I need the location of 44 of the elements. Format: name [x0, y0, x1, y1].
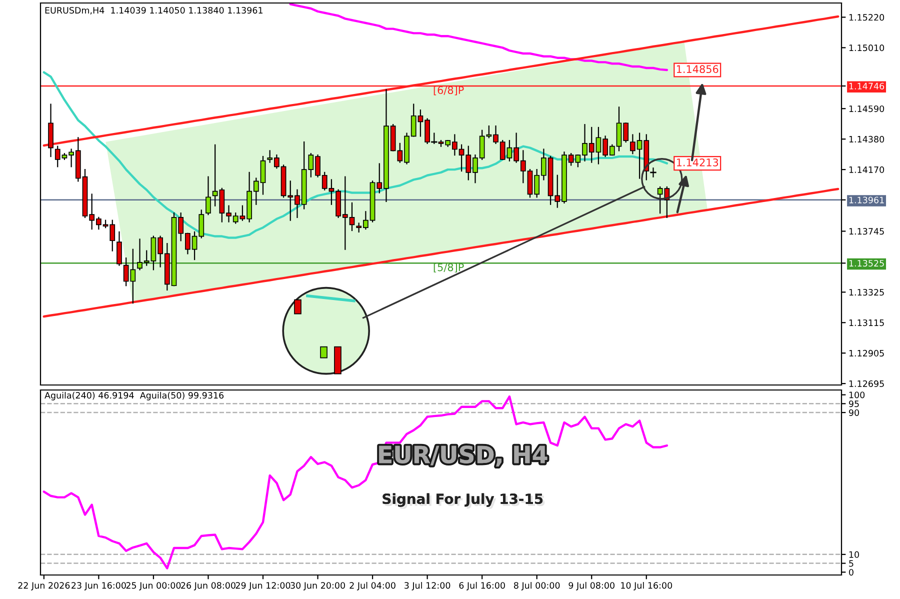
y-tick-label: 1.14590 [849, 105, 884, 112]
candlestick [206, 176, 211, 216]
annotation: 1.14856 [676, 65, 718, 74]
x-tick-label: 26 Jun 08:00 [181, 582, 236, 590]
x-tick-label: 29 Jun 12:00 [236, 582, 290, 590]
x-tick-label: 10 Jul 16:00 [621, 582, 672, 590]
x-tick-label: 2 Jul 04:00 [350, 582, 396, 590]
y-tick-label: 10 [849, 551, 859, 558]
x-tick-label: 3 Jul 12:00 [404, 582, 450, 590]
y-tick-label: 1.15010 [849, 44, 884, 52]
y-tick-label: 1.12695 [849, 380, 884, 387]
y-tick-label: 1.14380 [849, 136, 884, 143]
y-tick-label: 90 [848, 409, 859, 416]
y-tick-label: 1.13961 [849, 196, 884, 204]
x-tick-label: 6 Jul 16:00 [459, 582, 505, 590]
y-tick-label: 95 [848, 400, 859, 408]
x-tick-label: 25 Jun 00:00 [126, 582, 181, 590]
y-tick-label: 1.13745 [849, 228, 884, 235]
candlestick [650, 168, 656, 178]
y-tick-label: 1.14170 [849, 166, 884, 173]
y-tick-label: 1.13325 [849, 288, 884, 296]
y-tick-label: 0 [849, 568, 854, 576]
y-tick-label: 1.14746 [849, 82, 884, 90]
y-tick-label: 1.13525 [849, 260, 884, 267]
annotation: 1.14213 [676, 158, 718, 166]
line-series [289, 3, 668, 72]
x-tick-label: 9 Jul 08:00 [568, 582, 614, 590]
x-tick-label: 8 Jul 00:00 [514, 582, 560, 590]
annotation: Signal For July 13-15 [382, 493, 545, 509]
x-tick-label: 22 Jun 2026 [18, 582, 70, 590]
chart-title: Aguila(240) 46.9194 Aguila(50) 99.9316 [44, 392, 224, 400]
x-tick-label: 23 Jun 16:00 [72, 582, 126, 590]
line-series [42, 71, 668, 239]
ref-line-label: [5/8]P [434, 263, 464, 272]
y-tick-label: 5 [849, 560, 854, 567]
candlestick [116, 231, 122, 266]
y-tick-label: 1.13115 [849, 319, 884, 326]
y-tick-label: 1.12905 [849, 350, 884, 357]
line-series [42, 188, 840, 318]
x-tick-label: 30 Jun 20:00 [290, 582, 345, 590]
y-tick-label: 100 [849, 392, 865, 398]
chart-title: EURUSDm,H4 1.14039 1.14050 1.13840 1.13961 [45, 6, 262, 14]
y-tick-label: 1.15220 [849, 14, 884, 21]
line-series [42, 15, 840, 147]
